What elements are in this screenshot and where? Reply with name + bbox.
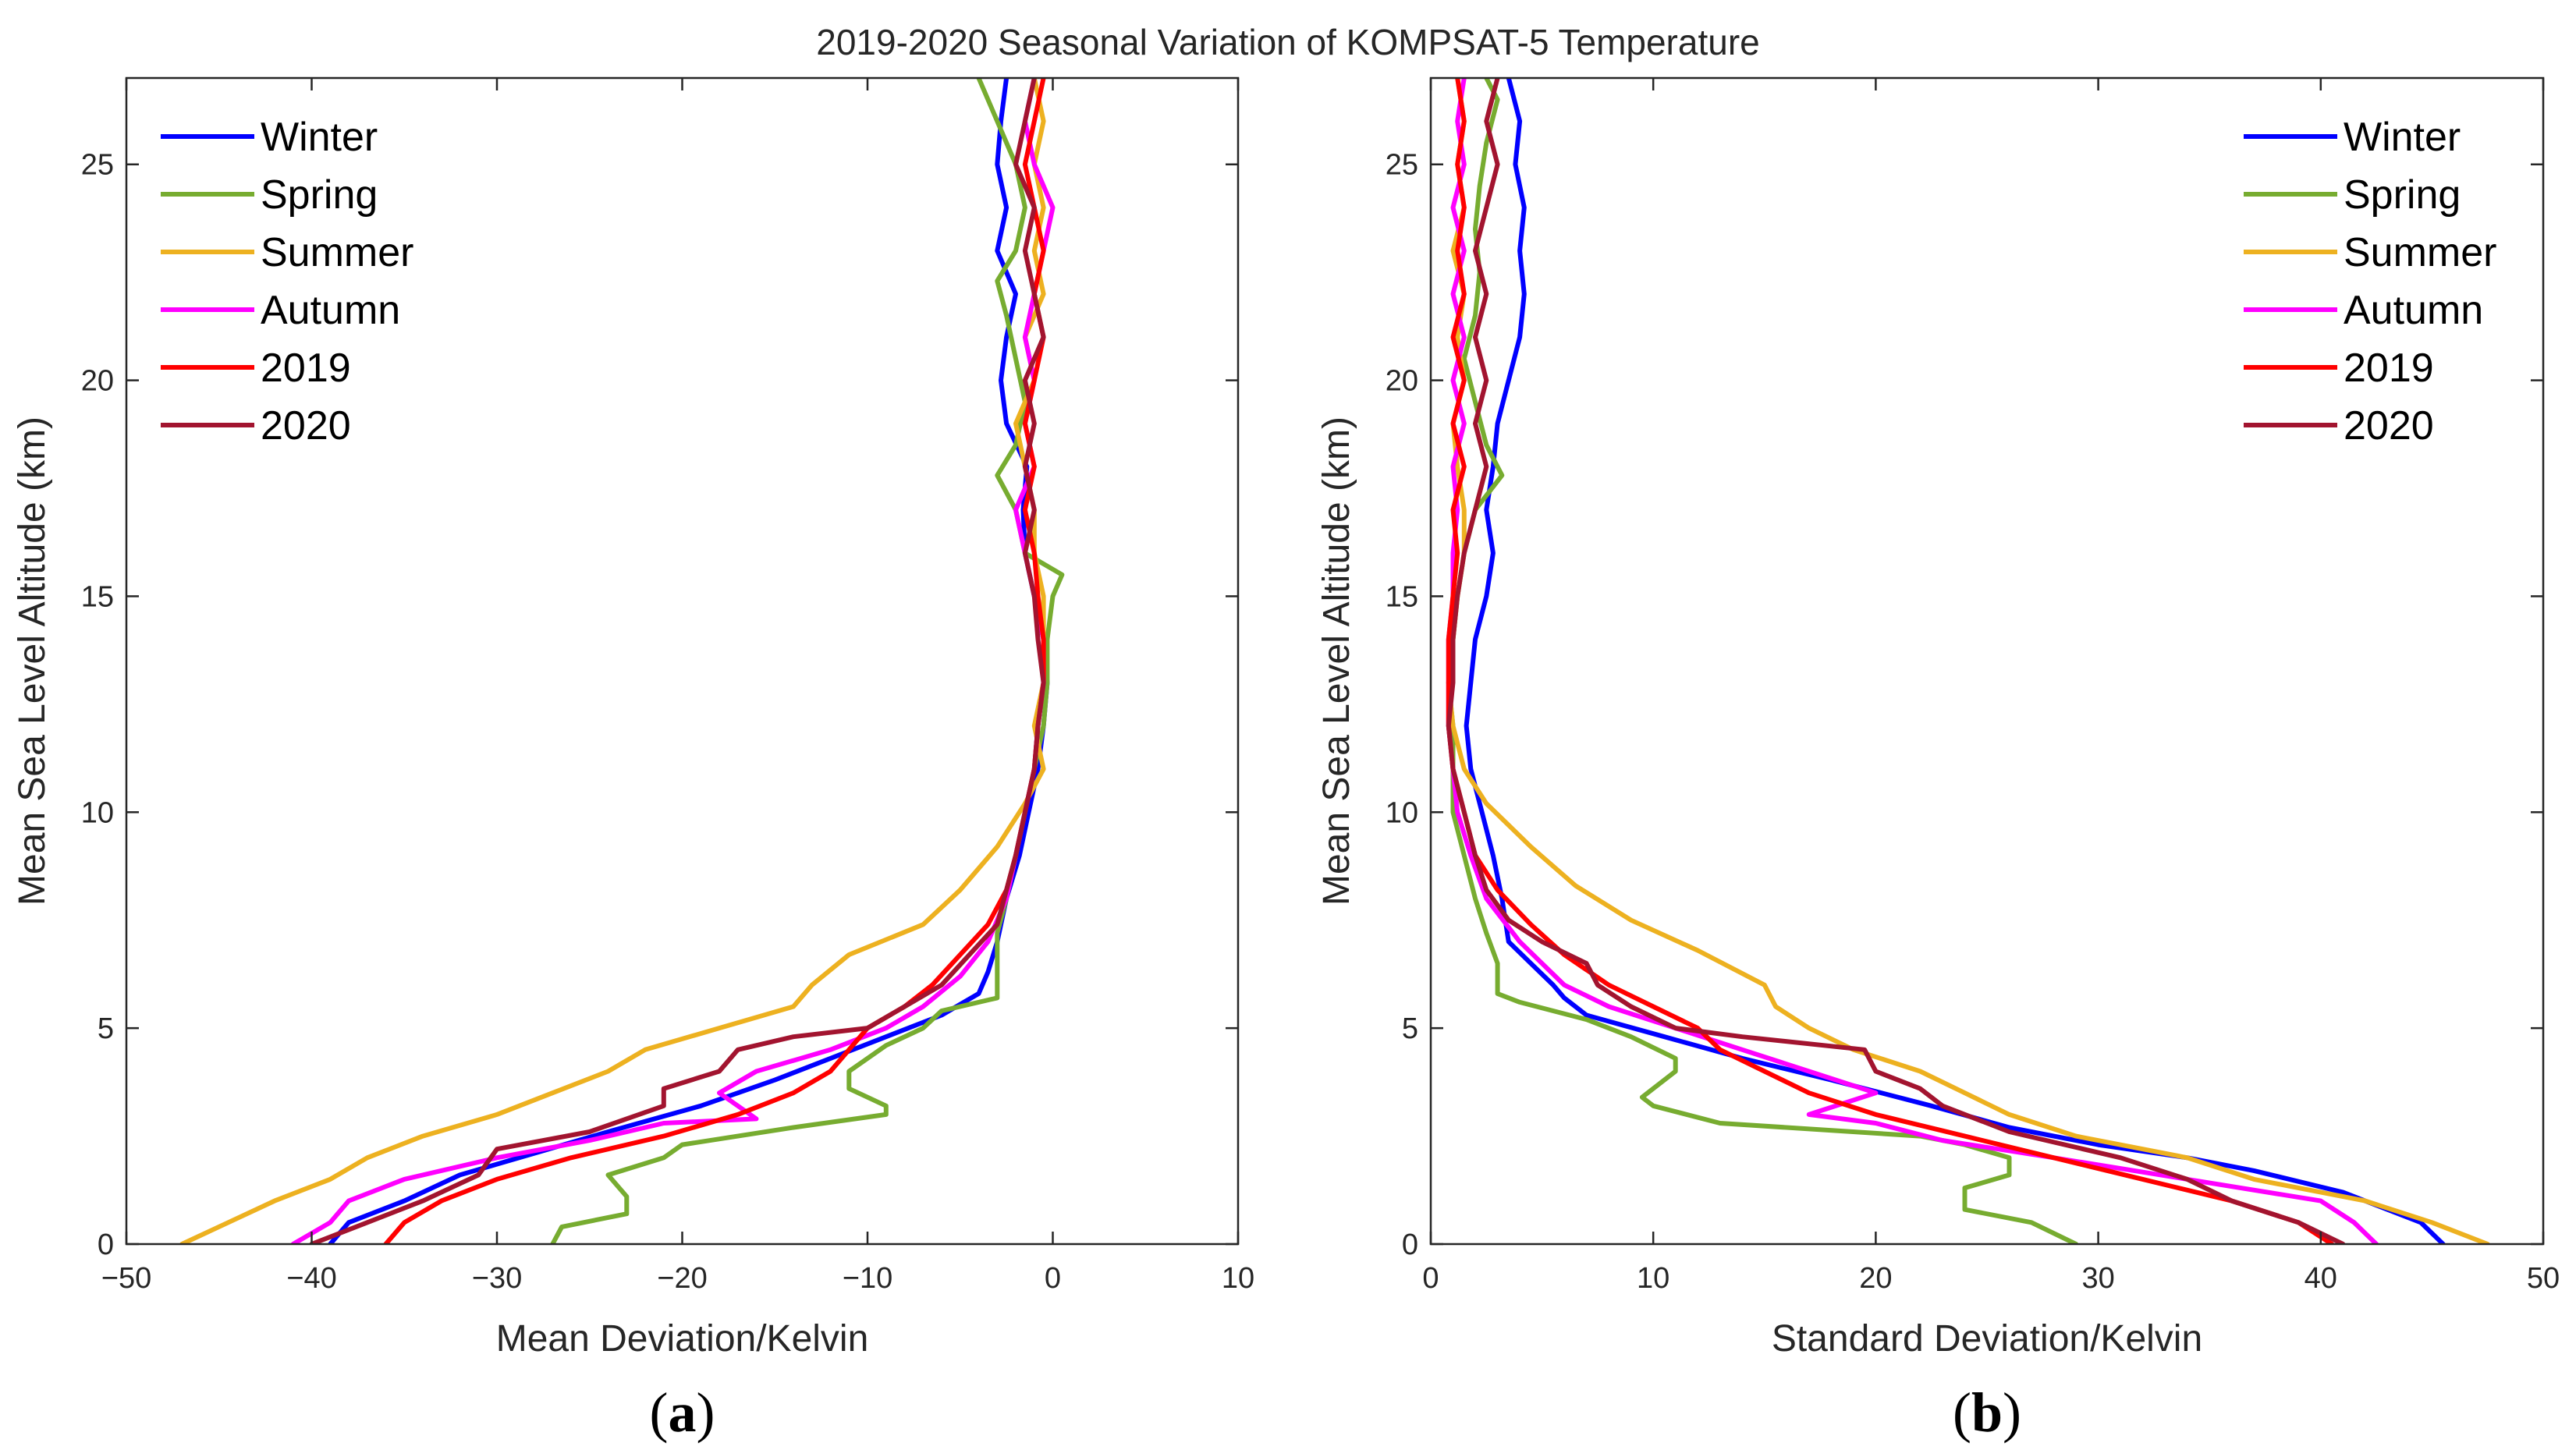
y-tick-label: 5 [98,1012,114,1045]
x-tick-label: 20 [1859,1262,1892,1295]
x-tick-label: 0 [1045,1262,1061,1295]
y-tick-label: 15 [81,580,114,613]
series-line-2019 [1446,78,2335,1244]
legend-label-autumn: Autumn [261,288,400,333]
legend-label-summer: Summer [2344,230,2496,275]
legend: Winter Spring Summer Autumn 2019 2020 [161,115,413,448]
x-tick-label: −50 [101,1262,151,1295]
legend-label-2019: 2019 [2344,346,2434,391]
series-line-winter [328,78,1050,1244]
legend-label-summer: Summer [261,230,413,275]
y-tick-label: 5 [1402,1012,1418,1045]
y-tick-label: 0 [1402,1228,1418,1261]
legend-label-spring: Spring [2344,172,2461,218]
legend-label-2020: 2020 [261,403,351,448]
legend-label-winter: Winter [261,115,378,160]
x-tick-label: 50 [2527,1262,2560,1295]
panel-label-part: b [1971,1381,2003,1444]
panel-label-part: ) [2003,1381,2021,1444]
series-line-autumn [1446,78,2379,1244]
series-group [179,78,1065,1244]
panel-label-part: a [669,1381,697,1444]
axes-box [1429,76,2545,1246]
x-tick-label: 10 [1637,1262,1669,1295]
series-line-2020 [309,78,1046,1244]
x-tick-label: −10 [843,1262,892,1295]
legend-label-2019: 2019 [261,346,351,391]
x-tick-label: 30 [2081,1262,2114,1295]
panel-label-part: ) [697,1381,715,1444]
series-line-winter [1464,78,2446,1244]
panel-b: 0 10 20 30 40 50 0 5 10 15 20 25 Standard Deviation/… [1316,76,2560,1444]
x-tick-label: −40 [286,1262,336,1295]
y-tick-label: 10 [1386,796,1418,829]
y-tick-label: 0 [98,1228,114,1261]
x-axis-label: Standard Deviation/Kelvin [1772,1318,2202,1360]
y-tick-label: 25 [1386,149,1418,182]
series-line-2020 [1446,78,2346,1244]
figure-title: 2019-2020 Seasonal Variation of KOMPSAT-… [816,22,1759,62]
panel-label-part: ( [1953,1381,1971,1444]
legend-label-autumn: Autumn [2344,288,2483,333]
x-tick-label: 0 [1422,1262,1439,1295]
y-tick-label: 20 [1386,365,1418,398]
y-tick-label: 10 [81,796,114,829]
legend-label-2020: 2020 [2344,403,2434,448]
series-group [1446,78,2490,1244]
legend: Winter Spring Summer Autumn 2019 2020 [2244,115,2496,448]
y-axis-label: Mean Sea Level Altitude (km) [1316,417,1357,906]
panel-label: (a) [650,1381,715,1444]
x-axis-label: Mean Deviation/Kelvin [496,1318,869,1360]
y-tick-label: 20 [81,365,114,398]
x-tick-label: 40 [2305,1262,2337,1295]
x-tick-label: 10 [1222,1262,1254,1295]
x-tick-label: −30 [472,1262,522,1295]
panel-label: (b) [1953,1381,2021,1444]
y-tick-label: 25 [81,149,114,182]
legend-label-spring: Spring [261,172,378,218]
y-tick-label: 15 [1386,580,1418,613]
panel-label-part: ( [650,1381,669,1444]
y-axis-label: Mean Sea Level Altitude (km) [12,417,53,906]
legend-label-winter: Winter [2344,115,2461,160]
series-line-2019 [383,78,1046,1244]
x-tick-label: −20 [657,1262,707,1295]
panel-a: −50 −40 −30 −20 −10 0 10 0 5 10 15 20 25 Mean Deviati… [12,76,1254,1444]
